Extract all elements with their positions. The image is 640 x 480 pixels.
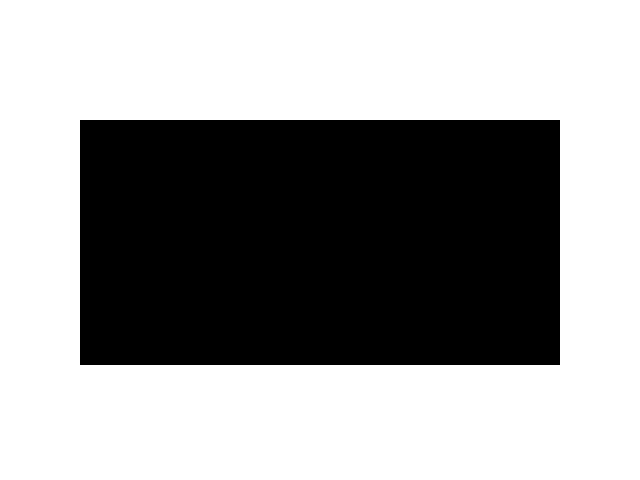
word-cloud — [80, 120, 560, 365]
